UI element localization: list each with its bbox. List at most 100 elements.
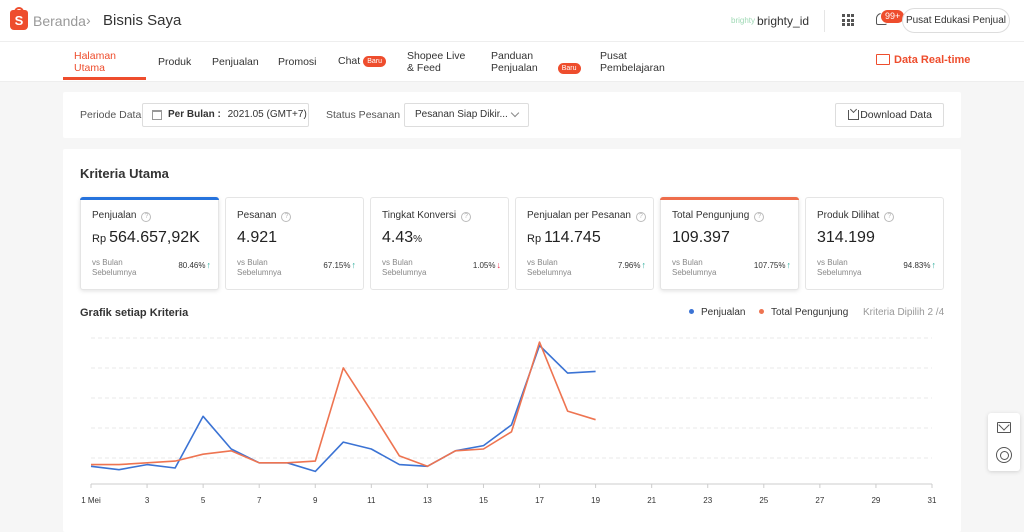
compare-line1: vs Bulan [672, 258, 703, 267]
metric-number: 114.745 [544, 229, 601, 246]
metric-name-text: Total Pengunjung [672, 210, 750, 221]
tab-seller-guide[interactable]: Panduan Penjualan Baru [491, 50, 581, 74]
shopee-logo-icon[interactable]: S [10, 10, 28, 30]
series-line-0[interactable] [90, 344, 596, 473]
headset-icon[interactable] [996, 447, 1012, 463]
tab-shopee-live[interactable]: Shopee Live & Feed [407, 50, 465, 74]
breadcrumb-home[interactable]: Beranda [33, 13, 86, 29]
metric-name-text: Pesanan [237, 210, 277, 221]
tab-learning-center[interactable]: Pusat Pembelajaran [600, 50, 665, 74]
tab-promotions[interactable]: Promosi [278, 56, 317, 68]
x-tick-label: 31 [928, 496, 937, 505]
metric-name: Tingkat Konversi? [382, 210, 472, 222]
mail-icon[interactable] [997, 422, 1011, 433]
shop-avatar-icon[interactable]: brighty [731, 16, 756, 25]
help-icon[interactable]: ? [461, 212, 472, 222]
metric-number: 564.657,92K [109, 229, 200, 246]
metric-card[interactable]: Total Pengunjung? 109.397 vs Bulan Sebelumn… [660, 197, 799, 290]
period-prefix: Per Bulan : [168, 109, 221, 120]
help-icon[interactable]: ? [754, 212, 765, 222]
period-picker[interactable]: Per Bulan : 2021.05 (GMT+7) [142, 103, 309, 127]
compare-line2: Sebelumnya [527, 268, 572, 277]
series-line-1[interactable] [91, 341, 596, 468]
metric-card[interactable]: Tingkat Konversi? 4.43% vs Bulan Sebelumnya… [370, 197, 509, 290]
tab-learning-center-line2: Pembelajaran [600, 62, 665, 74]
compare-line1: vs Bulan [817, 258, 848, 267]
x-tick-label: 27 [815, 496, 824, 505]
compare-line1: vs Bulan [527, 258, 558, 267]
compare-line2: Sebelumnya [382, 268, 427, 277]
graph-title: Grafik setiap Kriteria [80, 307, 189, 319]
compare-label: vs Bulan Sebelumnya [382, 258, 442, 278]
change-percent: 107.75%↑ [754, 260, 791, 270]
chevron-down-icon [510, 108, 520, 118]
tab-sales[interactable]: Penjualan [212, 56, 259, 68]
tab-chat-label: Chat [338, 55, 361, 67]
download-data-button[interactable]: Download Data [835, 103, 944, 127]
shop-username[interactable]: brighty_id [757, 14, 810, 28]
card-accent-bar [660, 197, 799, 200]
change-percent: 67.15%↑ [323, 260, 356, 270]
tab-products[interactable]: Produk [158, 56, 192, 68]
compare-label: vs Bulan Sebelumnya [92, 258, 152, 278]
metric-card[interactable]: Penjualan? Rp 564.657,92K vs Bulan Sebelumny… [80, 197, 219, 290]
compare-line2: Sebelumnya [817, 268, 862, 277]
change-percent: 94.83%↑ [903, 260, 936, 270]
criteria-line-chart: 1 Mei 3 5 7 9 11 13 15 17 19 21 23 25 27 29 31 [81, 337, 937, 505]
metric-number: 109.397 [672, 229, 730, 246]
currency: Rp [527, 233, 542, 245]
change-value: 1.05% [472, 261, 496, 270]
tab-seller-guide-line2: Penjualan [491, 62, 538, 74]
tab-home-line2: Utama [74, 62, 105, 74]
help-icon[interactable]: ? [141, 212, 152, 222]
education-center-button[interactable]: Pusat Edukasi Penjual [902, 8, 1010, 33]
period-value: 2021.05 (GMT+7) [227, 109, 307, 120]
arrow-up-icon: ↑ [786, 260, 792, 270]
x-tick-label: 5 [201, 496, 206, 505]
arrow-up-icon: ↑ [641, 260, 647, 270]
metric-name-text: Produk Dilihat [817, 210, 880, 221]
x-tick-label: 25 [759, 496, 768, 505]
help-icon[interactable]: ? [281, 212, 292, 222]
metric-value: 4.921 [237, 229, 277, 247]
main-nav: Halaman Utama Produk Penjualan Promosi C… [0, 42, 1024, 82]
tab-shopee-live-line1: Shopee Live [407, 50, 466, 62]
legend-penjualan[interactable]: Penjualan [689, 307, 745, 318]
metric-number: 4.43 [382, 229, 414, 246]
x-tick-label: 1 Mei [81, 496, 101, 505]
top-header: S Beranda › Bisnis Saya brighty brighty_… [0, 0, 1024, 42]
tab-chat[interactable]: Chat Baru [338, 55, 386, 67]
metric-name-text: Tingkat Konversi [382, 210, 457, 221]
realtime-data-link[interactable]: Data Real-time [876, 54, 970, 66]
arrow-up-icon: ↑ [206, 260, 212, 270]
legend-label: Total Pengunjung [771, 307, 849, 318]
metric-card[interactable]: Produk Dilihat? 314.199 vs Bulan Sebelumnya… [805, 197, 944, 290]
change-value: 80.46% [178, 261, 206, 270]
x-tick-label: 21 [647, 496, 656, 505]
filter-bar: Periode Data Per Bulan : 2021.05 (GMT+7)… [63, 92, 961, 138]
compare-label: vs Bulan Sebelumnya [527, 258, 587, 278]
compare-label: vs Bulan Sebelumnya [672, 258, 732, 278]
tab-shopee-live-line2: & Feed [407, 62, 441, 74]
chart-trend-icon [876, 54, 890, 65]
change-value: 7.96% [617, 261, 641, 270]
help-icon[interactable]: ? [884, 212, 895, 222]
metric-card[interactable]: Penjualan per Pesanan? Rp 114.745 vs Bulan S… [515, 197, 654, 290]
legend-dot [689, 309, 694, 314]
breadcrumb-separator-icon: › [86, 12, 91, 28]
new-badge: Baru [557, 62, 581, 74]
help-icon[interactable]: ? [635, 212, 646, 222]
metric-card[interactable]: Pesanan? 4.921 vs Bulan Sebelumnya 67.15%↑ [225, 197, 364, 290]
apps-grid-icon[interactable] [842, 14, 854, 26]
legend-pengunjung[interactable]: Total Pengunjung [759, 307, 848, 318]
x-tick-label: 23 [703, 496, 712, 505]
tab-learning-center-line1: Pusat [600, 50, 627, 62]
metric-unit: % [413, 234, 423, 245]
period-label: Periode Data [80, 109, 142, 121]
tab-home[interactable]: Halaman Utama [74, 50, 116, 74]
order-status-select[interactable]: Pesanan Siap Dikir... [404, 103, 529, 127]
x-tick-label: 3 [145, 496, 150, 505]
metric-number: 4.921 [237, 229, 278, 246]
tab-home-line1: Halaman [74, 50, 117, 62]
x-tick-label: 19 [591, 496, 600, 505]
